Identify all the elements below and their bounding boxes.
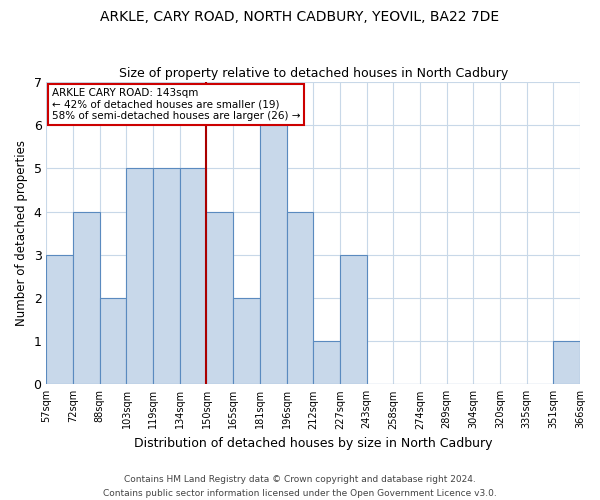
Bar <box>206 212 233 384</box>
Bar <box>100 298 127 384</box>
Bar <box>153 168 180 384</box>
Bar <box>180 168 206 384</box>
Y-axis label: Number of detached properties: Number of detached properties <box>15 140 28 326</box>
Text: Contains HM Land Registry data © Crown copyright and database right 2024.
Contai: Contains HM Land Registry data © Crown c… <box>103 476 497 498</box>
X-axis label: Distribution of detached houses by size in North Cadbury: Distribution of detached houses by size … <box>134 437 493 450</box>
Text: ARKLE, CARY ROAD, NORTH CADBURY, YEOVIL, BA22 7DE: ARKLE, CARY ROAD, NORTH CADBURY, YEOVIL,… <box>100 10 500 24</box>
Bar <box>73 212 100 384</box>
Bar <box>313 341 340 384</box>
Bar <box>260 125 287 384</box>
Bar <box>553 341 580 384</box>
Bar <box>233 298 260 384</box>
Bar <box>340 255 367 384</box>
Bar <box>127 168 153 384</box>
Bar <box>287 212 313 384</box>
Bar <box>46 255 73 384</box>
Title: Size of property relative to detached houses in North Cadbury: Size of property relative to detached ho… <box>119 66 508 80</box>
Text: ARKLE CARY ROAD: 143sqm
← 42% of detached houses are smaller (19)
58% of semi-de: ARKLE CARY ROAD: 143sqm ← 42% of detache… <box>52 88 300 122</box>
